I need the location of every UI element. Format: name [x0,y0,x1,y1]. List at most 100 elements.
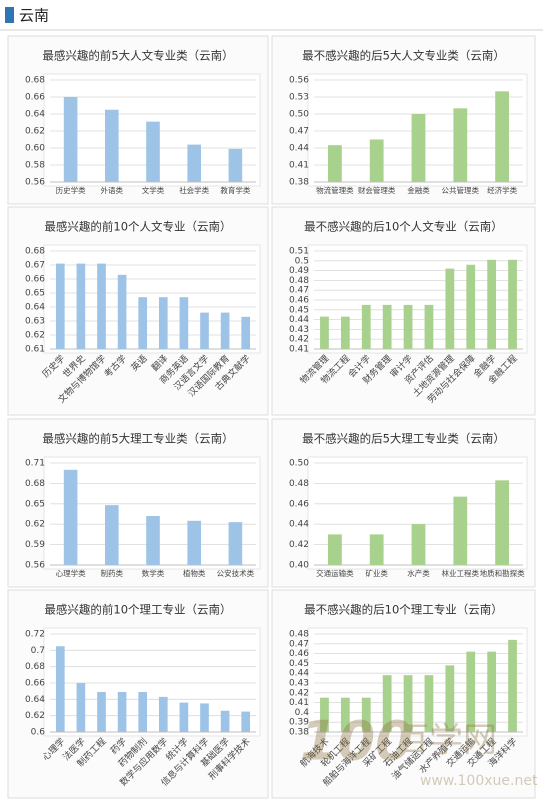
bar [411,524,426,565]
y-tick-label: 0.66 [25,93,45,103]
bar [117,691,127,732]
y-tick-label: 0.47 [289,639,309,649]
y-tick-label: 0.68 [25,247,45,257]
bar [179,702,189,732]
x-tick-label: 植物类 [183,568,206,578]
bar [361,697,371,732]
y-tick-label: 0.62 [25,520,45,530]
x-tick-label: 公共管理类 [442,185,480,195]
bar [228,522,243,565]
x-tick-label: 林业工程类 [442,568,480,578]
y-tick-label: 0.40 [289,561,309,571]
watermark-logo: 100 [300,710,413,773]
y-tick-label: 0.47 [289,286,309,296]
bar [453,108,468,182]
y-tick-label: 0.46 [289,649,309,659]
y-tick-label: 0.44 [289,669,309,679]
y-tick-label: 0.5 [295,256,309,266]
bar [117,274,127,349]
bar [158,696,168,732]
bar [55,263,65,349]
y-tick-label: 0.65 [25,289,45,299]
bar [466,651,476,732]
bar [369,139,384,182]
bar [146,516,160,565]
bar [508,259,517,349]
watermark-url: www.100xue.net [420,773,538,789]
x-tick-label: 制药类 [101,568,124,578]
bar [424,304,434,349]
y-tick-label: 0.68 [25,76,45,86]
x-tick-label: 水产类 [407,568,430,578]
y-tick-label: 0.44 [289,144,309,154]
y-tick-label: 0.68 [25,479,45,489]
bar [403,304,413,349]
watermark-name: 百学网 [395,721,497,761]
bar [453,496,468,565]
y-tick-label: 0.66 [25,679,45,689]
header-title: 云南 [19,7,49,25]
y-tick-label: 0.7 [31,646,45,656]
y-tick-label: 0.41 [289,698,309,708]
y-tick-label: 0.62 [25,711,45,721]
y-tick-label: 0.68 [25,662,45,672]
x-tick-label: 历史学类 [56,185,86,195]
y-tick-label: 0.64 [25,695,45,705]
y-tick-label: 0.61 [25,345,45,355]
bar [63,469,78,565]
bar [369,534,384,565]
bar [382,675,392,732]
x-tick-label: 外语类 [101,185,124,195]
bar [220,312,230,349]
bar [361,304,371,349]
y-tick-label: 0.48 [289,630,309,640]
y-tick-label: 0.42 [289,540,309,550]
bar [76,263,86,349]
bar [55,646,65,732]
y-tick-label: 0.46 [289,499,309,509]
bar [508,639,517,732]
y-tick-label: 0.60 [25,144,45,154]
y-tick-label: 0.44 [289,520,309,530]
x-tick-label: 社会学类 [179,185,209,195]
bar [200,703,209,732]
bar [320,316,329,349]
y-tick-label: 0.65 [25,499,45,509]
chart-title: 最不感兴趣的后10个人文专业（云南） [304,220,503,234]
bar [466,264,476,349]
y-tick-label: 0.39 [289,718,309,728]
bar [241,316,251,349]
bar [158,297,168,349]
bar [445,665,455,732]
x-tick-label: 交通运输类 [316,568,354,578]
y-tick-label: 0.50 [289,110,309,120]
y-tick-label: 0.48 [289,276,309,286]
x-tick-label: 教育学类 [220,185,250,195]
y-tick-label: 0.50 [289,459,309,469]
chart-title: 最感兴趣的前10个理工专业（云南） [44,603,231,617]
bar [445,268,455,349]
bar [228,148,243,182]
y-tick-label: 0.51 [289,247,309,257]
bar [63,97,78,182]
bar [220,710,230,732]
y-tick-label: 0.4 [295,708,310,718]
bar [138,297,148,349]
y-tick-label: 0.67 [25,261,45,271]
y-tick-label: 0.49 [289,266,309,276]
bar [187,144,201,182]
x-tick-label: 文学类 [142,185,165,195]
bar [320,697,329,732]
y-tick-label: 0.62 [25,127,45,137]
x-tick-label: 地质和勘探类 [480,568,525,578]
bar [179,297,189,349]
x-tick-label: 金融类 [407,185,430,195]
bar [97,263,106,349]
header-marker [5,7,14,23]
y-tick-label: 0.47 [289,127,309,137]
y-tick-label: 0.41 [289,345,309,355]
bar [495,91,509,182]
bar [340,697,350,732]
